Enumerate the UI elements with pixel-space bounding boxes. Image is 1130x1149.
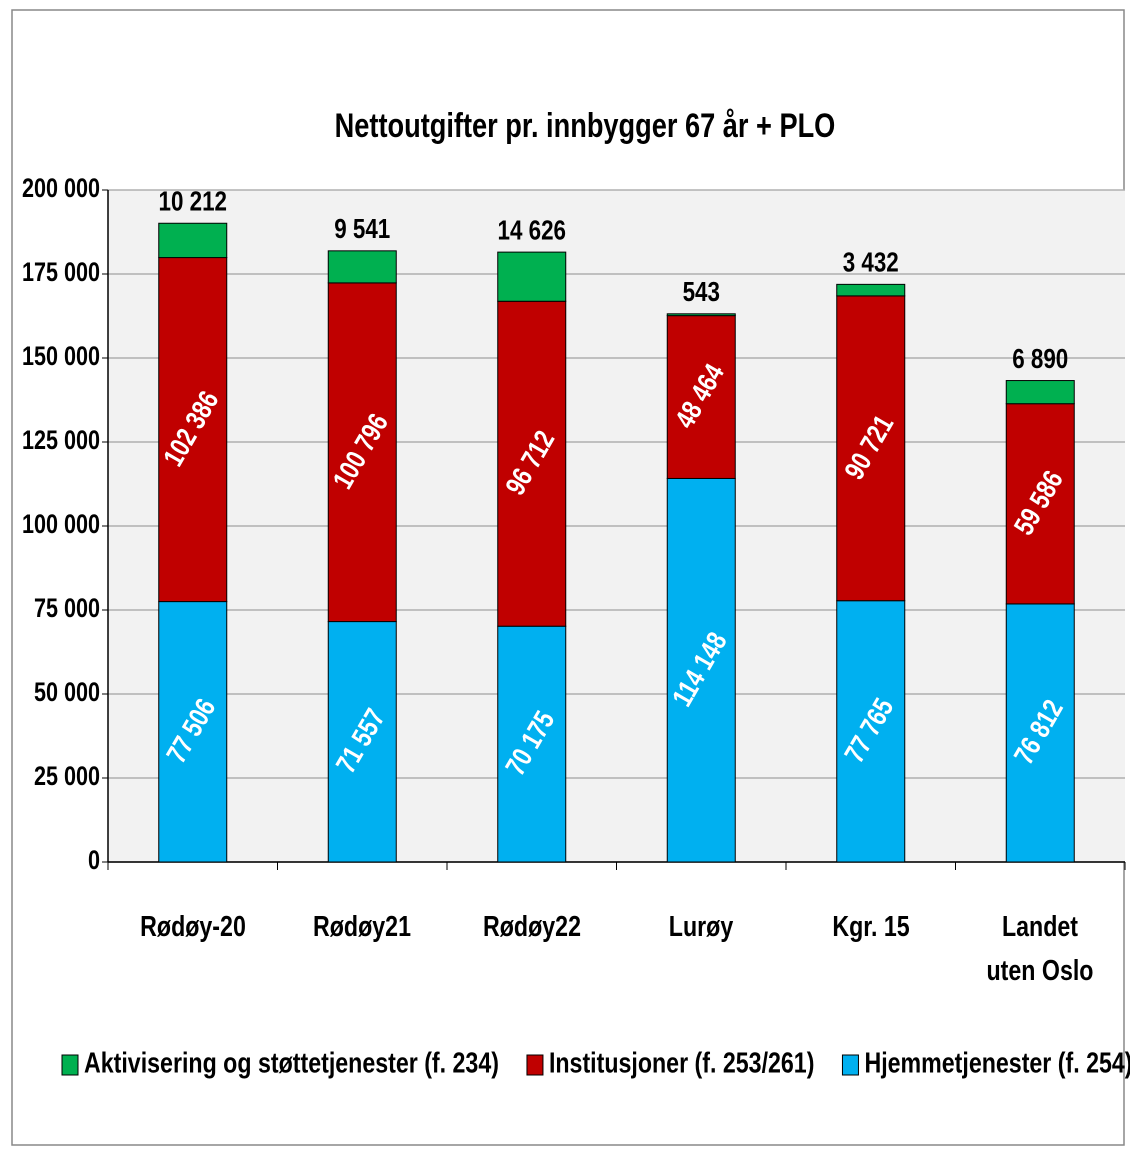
y-tick-label: 0 — [88, 846, 100, 876]
bar-segment — [836, 295, 906, 602]
x-tick-label: Kgr. 15 — [832, 911, 910, 943]
y-tick-label: 125 000 — [22, 426, 100, 456]
bar-segment — [327, 621, 397, 863]
bar-segment — [1005, 403, 1075, 605]
legend-label: Institusjoner (f. 253/261) — [549, 1046, 814, 1079]
bar-segment — [158, 222, 228, 259]
bar-segment — [497, 625, 567, 863]
bar-segment — [158, 601, 228, 863]
bar-segment — [666, 313, 736, 317]
y-tick-label: 175 000 — [22, 258, 100, 288]
data-label: 14 626 — [498, 215, 566, 246]
bar-segment — [158, 257, 228, 603]
y-tick-label: 25 000 — [34, 762, 100, 792]
data-label: 3 432 — [843, 247, 899, 278]
bar-segment — [327, 250, 397, 284]
data-label: 9 541 — [334, 214, 390, 245]
legend-swatch — [526, 1054, 544, 1076]
data-label: 6 890 — [1012, 344, 1068, 375]
legend-swatch — [61, 1054, 79, 1076]
y-tick-label: 150 000 — [22, 342, 100, 372]
bar-segment — [666, 315, 736, 479]
legend-swatch — [841, 1054, 859, 1076]
chart-title: Nettoutgifter pr. innbygger 67 år + PLO — [335, 106, 836, 145]
legend-label: Hjemmetjenester (f. 254) — [864, 1046, 1130, 1079]
bar-segment — [836, 283, 906, 297]
bar-segment — [497, 251, 567, 302]
data-label: 10 212 — [159, 186, 227, 217]
bar-segment — [1005, 380, 1075, 405]
bar-segment — [836, 600, 906, 863]
y-tick-label: 100 000 — [22, 510, 100, 540]
data-label: 543 — [683, 277, 720, 308]
legend-label: Aktivisering og støttetjenester (f. 234) — [84, 1046, 499, 1079]
bar-segment — [666, 477, 736, 863]
y-tick-label: 50 000 — [34, 678, 100, 708]
x-tick-label: Rødøy21 — [313, 911, 412, 943]
y-tick-label: 200 000 — [22, 174, 100, 204]
x-tick-label: Lurøy — [669, 911, 734, 943]
x-tick-label: Rødøy-20 — [139, 911, 246, 943]
bar-segment — [497, 300, 567, 627]
x-tick-label: Landet uten Oslo — [986, 911, 1094, 987]
bar-segment — [1005, 603, 1075, 863]
x-tick-label: Rødøy22 — [482, 911, 581, 943]
y-tick-label: 75 000 — [34, 594, 100, 624]
